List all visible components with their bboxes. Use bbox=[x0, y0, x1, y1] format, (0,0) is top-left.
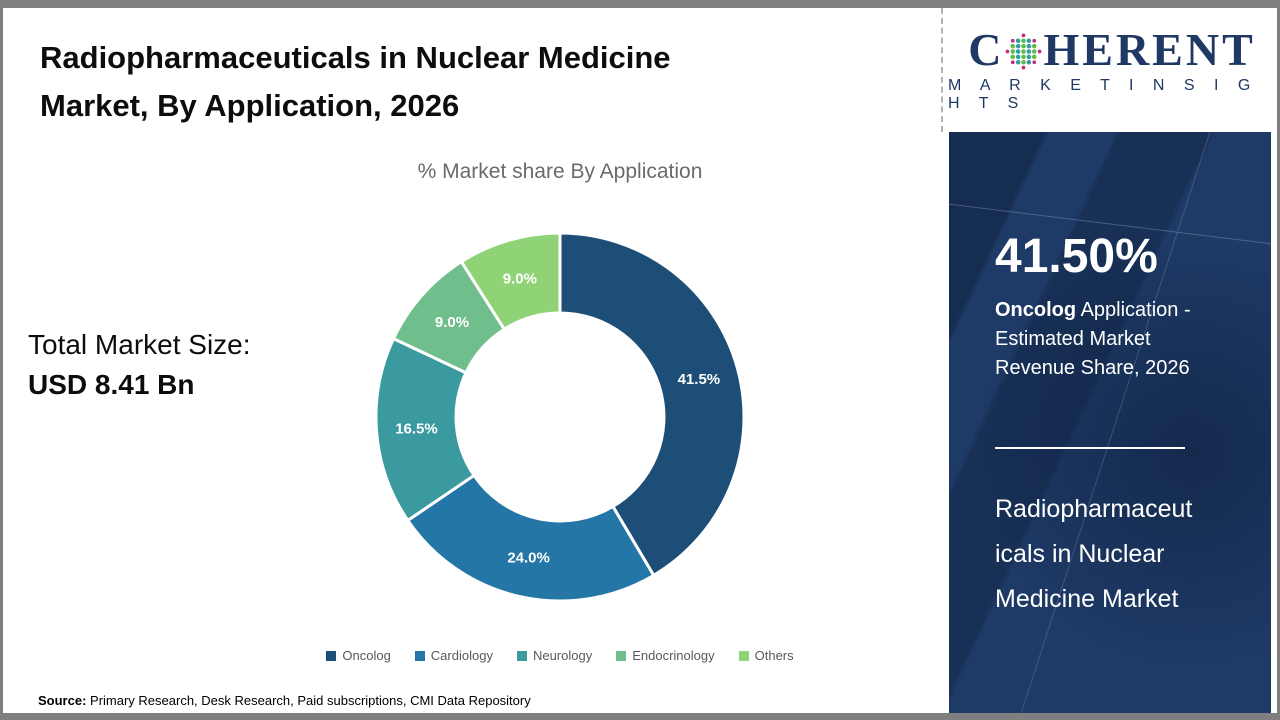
globe-dot bbox=[1016, 43, 1021, 48]
donut-segment-others bbox=[459, 231, 562, 331]
globe-dot bbox=[1032, 54, 1037, 59]
legend-swatch-cardiology bbox=[414, 650, 425, 661]
stat-desc-segment-name: Oncolog bbox=[995, 299, 1077, 322]
left-frame-bar bbox=[0, 0, 3, 720]
legend-label-cardiology: Cardiology bbox=[430, 648, 493, 663]
legend-swatch-others bbox=[738, 650, 749, 661]
globe-dot bbox=[1010, 43, 1016, 48]
legend-item-neurology: Neurology bbox=[516, 648, 593, 663]
stat-desc-line2: Estimated Market bbox=[995, 328, 1151, 351]
legend-swatch-neurology bbox=[516, 650, 527, 661]
panel-market-name: Radiopharmaceut icals in Nuclear Medicin… bbox=[995, 487, 1241, 622]
legend-item-endocrinology: Endocrinology bbox=[616, 648, 715, 663]
legend-swatch-endocrinology bbox=[616, 650, 627, 661]
globe-dot bbox=[1027, 59, 1032, 65]
logo-dashed-divider bbox=[941, 8, 943, 132]
globe-dot bbox=[1027, 43, 1032, 48]
legend-label-oncolog: Oncolog bbox=[342, 648, 391, 663]
bottom-frame-bar bbox=[0, 713, 1280, 720]
donut-chart: 41.5% 24.0% 16.5% 9.0% 9.0% bbox=[370, 227, 750, 607]
globe-dot bbox=[1016, 59, 1021, 65]
globe-dot bbox=[1022, 33, 1026, 37]
panel-market-name-line1: Radiopharmaceut bbox=[995, 495, 1193, 524]
donut-chart-svg: 41.5% 24.0% 16.5% 9.0% 9.0% bbox=[374, 231, 746, 603]
globe-dot bbox=[1027, 48, 1032, 54]
legend-swatch-oncolog bbox=[326, 650, 337, 661]
globe-dot bbox=[1016, 54, 1021, 59]
globe-dot bbox=[1032, 48, 1037, 54]
globe-dot bbox=[1021, 37, 1027, 43]
legend-label-neurology: Neurology bbox=[532, 648, 593, 663]
globe-dot bbox=[1032, 59, 1037, 64]
globe-dot bbox=[1016, 37, 1021, 43]
segment-label-endocrinology: 9.0% bbox=[435, 314, 469, 331]
logo-text-prefix: C bbox=[968, 24, 1005, 75]
globe-dot bbox=[1010, 48, 1016, 54]
globe-dot bbox=[1032, 43, 1037, 48]
stat-desc-line3: Revenue Share, 2026 bbox=[995, 357, 1190, 380]
page-title: Radiopharmaceuticals in Nuclear Medicine… bbox=[40, 34, 900, 130]
source-text: Primary Research, Desk Research, Paid su… bbox=[86, 693, 531, 708]
legend-label-endocrinology: Endocrinology bbox=[632, 648, 715, 663]
segment-label-others: 9.0% bbox=[503, 271, 537, 288]
globe-dot bbox=[1021, 54, 1027, 59]
highlight-stat-value: 41.50% bbox=[995, 230, 1158, 283]
chart-subtitle: % Market share By Application bbox=[417, 160, 703, 183]
top-frame-bar bbox=[0, 0, 1280, 8]
globe-dot bbox=[1027, 37, 1032, 43]
globe-dot bbox=[1021, 59, 1027, 65]
total-market-size: Total Market Size: USD 8.41 Bn bbox=[28, 325, 251, 405]
globe-dot bbox=[1011, 38, 1016, 43]
side-panel-content: 41.50% Oncolog Application - Estimated M… bbox=[995, 230, 1241, 622]
source-label: Source: bbox=[38, 693, 87, 708]
total-market-size-label: Total Market Size: bbox=[28, 329, 251, 360]
brand-logo: C HERENT M A R K E T I N S I G H T S bbox=[948, 8, 1276, 132]
page-title-line2: Market, By Application, 2026 bbox=[40, 88, 460, 123]
panel-divider-line bbox=[995, 447, 1185, 450]
legend-label-others: Others bbox=[754, 648, 794, 663]
globe-dots-icon bbox=[1006, 33, 1042, 69]
highlight-stat-description: Oncolog Application - Estimated Market R… bbox=[995, 296, 1241, 383]
right-frame-bar bbox=[1277, 0, 1280, 720]
segment-label-neurology: 16.5% bbox=[395, 420, 438, 437]
brand-logo-subtitle: M A R K E T I N S I G H T S bbox=[948, 77, 1258, 112]
globe-dot bbox=[1021, 48, 1027, 54]
globe-dot bbox=[1010, 54, 1016, 59]
legend-item-others: Others bbox=[738, 648, 794, 663]
globe-dot bbox=[1038, 49, 1042, 53]
segment-label-oncolog: 41.5% bbox=[678, 371, 721, 388]
total-market-size-value: USD 8.41 Bn bbox=[28, 369, 195, 400]
side-panel: 41.50% Oncolog Application - Estimated M… bbox=[949, 132, 1271, 713]
logo-text-suffix: HERENT bbox=[1043, 24, 1256, 75]
donut-segment-cardiology bbox=[406, 473, 656, 603]
globe-dot bbox=[1027, 54, 1032, 59]
globe-dot bbox=[1021, 43, 1027, 48]
globe-dot bbox=[1011, 59, 1016, 64]
brand-logo-wordmark: C HERENT bbox=[968, 27, 1256, 73]
globe-dot bbox=[1032, 38, 1037, 43]
globe-dot bbox=[1006, 49, 1010, 53]
stat-desc-line1-rest: Application - bbox=[1076, 299, 1191, 322]
donut-segment-oncolog bbox=[558, 231, 746, 577]
panel-market-name-line3: Medicine Market bbox=[995, 585, 1179, 614]
chart-legend: Oncolog Cardiology Neurology Endocrinology O… bbox=[290, 648, 830, 663]
legend-item-cardiology: Cardiology bbox=[414, 648, 493, 663]
segment-label-cardiology: 24.0% bbox=[507, 550, 550, 567]
panel-market-name-line2: icals in Nuclear bbox=[995, 540, 1165, 569]
legend-item-oncolog: Oncolog bbox=[326, 648, 391, 663]
page-title-line1: Radiopharmaceuticals in Nuclear Medicine bbox=[40, 40, 671, 75]
globe-dot bbox=[1016, 48, 1021, 54]
source-line: Source: Primary Research, Desk Research,… bbox=[38, 693, 531, 708]
globe-dot bbox=[1022, 65, 1026, 69]
